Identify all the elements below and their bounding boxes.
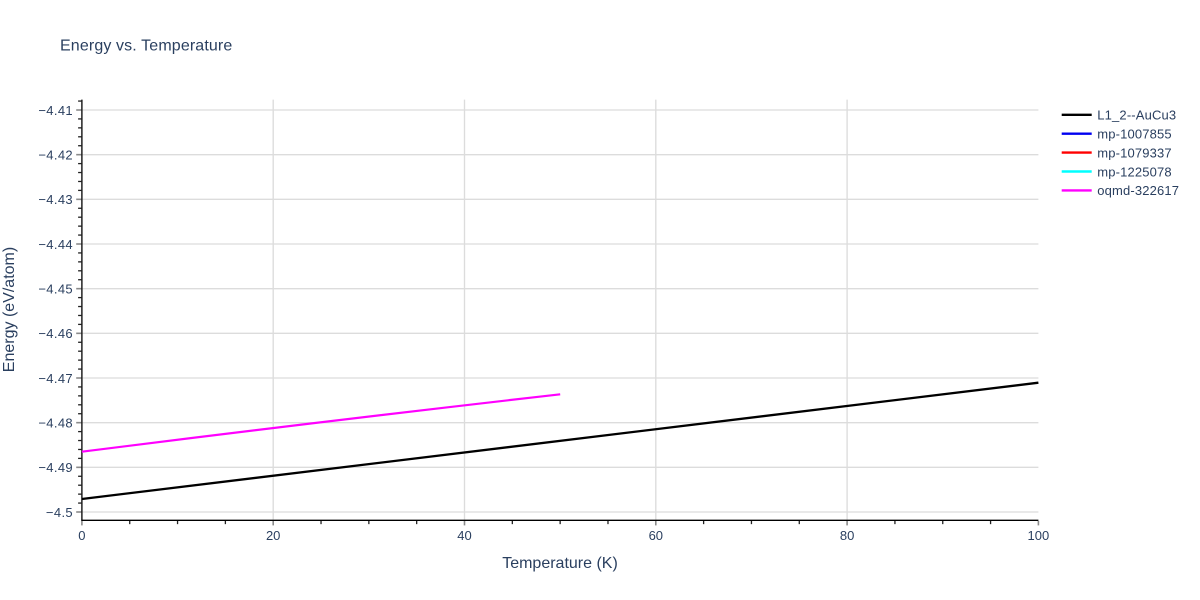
svg-text:0: 0 (78, 528, 85, 543)
svg-text:mp-1079337: mp-1079337 (1097, 145, 1172, 160)
svg-text:−4.47: −4.47 (38, 371, 73, 386)
svg-text:−4.44: −4.44 (38, 237, 73, 252)
svg-text:oqmd-322617: oqmd-322617 (1097, 183, 1179, 198)
svg-text:Energy (eV/atom): Energy (eV/atom) (1, 247, 18, 372)
svg-text:−4.49: −4.49 (38, 460, 73, 475)
svg-text:Temperature (K): Temperature (K) (502, 555, 618, 572)
svg-text:−4.42: −4.42 (38, 147, 73, 162)
svg-text:Energy vs. Temperature: Energy vs. Temperature (60, 37, 232, 54)
svg-text:−4.41: −4.41 (38, 103, 73, 118)
svg-text:−4.5: −4.5 (46, 505, 73, 520)
svg-text:−4.48: −4.48 (38, 415, 73, 430)
svg-text:60: 60 (649, 528, 663, 543)
svg-text:L1_2--AuCu3: L1_2--AuCu3 (1097, 108, 1176, 123)
svg-text:−4.45: −4.45 (38, 281, 73, 296)
svg-text:40: 40 (457, 528, 471, 543)
svg-text:100: 100 (1028, 528, 1050, 543)
svg-text:mp-1007855: mp-1007855 (1097, 126, 1172, 141)
svg-text:mp-1225078: mp-1225078 (1097, 164, 1172, 179)
svg-text:80: 80 (840, 528, 854, 543)
svg-text:20: 20 (266, 528, 280, 543)
svg-text:−4.43: −4.43 (38, 192, 73, 207)
svg-text:−4.46: −4.46 (38, 326, 73, 341)
